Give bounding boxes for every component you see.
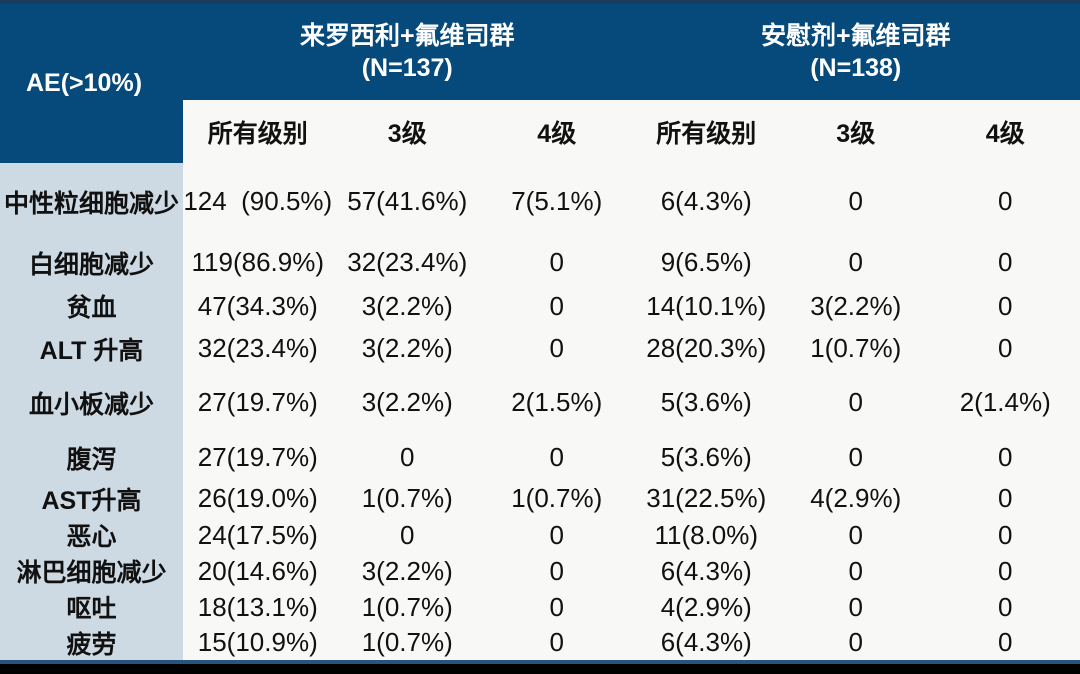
ae-value-cell: 0 — [549, 591, 564, 622]
ae-value-cell: 0 — [848, 555, 863, 586]
column-group-placebo-label: 安慰剂+氟维司群 — [760, 22, 951, 50]
column-header-grade3-1: 3级 — [332, 100, 482, 163]
bottom-divider-line — [0, 660, 1080, 664]
ae-value-cell: 2(1.5%) — [511, 387, 603, 417]
ae-value-cell: 7(5.1%) — [511, 186, 603, 216]
ae-value-cell: 6(4.3%) — [660, 186, 752, 216]
ae-value-cell: 0 — [848, 627, 863, 657]
ae-value-cell: 15(10.9%) — [197, 627, 318, 657]
ae-value-cell: 4(2.9%) — [660, 591, 752, 622]
ae-value-cell: 0 — [998, 442, 1013, 472]
ae-value-cell: 0 — [848, 519, 863, 550]
ae-value-cell: 32(23.4%) — [197, 333, 318, 363]
ae-value-cell: 1(0.7%) — [361, 483, 453, 513]
ae-value-cell: 20(14.6%) — [197, 555, 318, 586]
ae-value-cell: 3(2.2%) — [810, 290, 902, 321]
ae-value-cell: 0 — [998, 627, 1013, 657]
column-group-placebo-n: (N=138) — [810, 54, 902, 82]
ae-value-cell: 57(41.6%) — [347, 186, 468, 216]
ae-value-cell: 0 — [549, 627, 564, 657]
ae-value-cell: 1(0.7%) — [361, 591, 453, 622]
ae-value-cell: 26(19.0%) — [197, 483, 318, 513]
ae-value-cell: 0 — [549, 247, 564, 277]
ae-value-cell: 0 — [848, 186, 863, 216]
ae-value-cell: 6(4.3%) — [660, 627, 752, 657]
top-edge-strip — [0, 0, 1080, 4]
bottom-black-bar — [0, 664, 1080, 674]
ae-value-cell: 119(86.9%) — [191, 247, 325, 277]
ae-value-cell: 3(2.2%) — [361, 387, 453, 417]
column-group-treatment-n: (N=137) — [361, 54, 453, 82]
ae-value-cell: 0 — [549, 333, 564, 363]
ae-value-cell: 0 — [549, 519, 564, 550]
ae-row-label: 疲劳 — [0, 625, 183, 660]
ae-value-cell: 0 — [400, 442, 415, 472]
ae-value-cell: 11(8.0%) — [654, 519, 759, 550]
ae-value-cell: 9(6.5%) — [660, 247, 752, 277]
ae-value-cell: 124 (90.5%) — [183, 186, 333, 216]
ae-row-label: 淋巴细胞减少 — [0, 553, 183, 589]
ae-value-cell: 5(3.6%) — [660, 442, 752, 472]
ae-value-cell: 2(1.4%) — [959, 387, 1051, 417]
ae-row-label: 恶心 — [0, 517, 183, 553]
ae-value-cell: 0 — [549, 442, 564, 472]
column-group-treatment: 来罗西利+氟维司群 (N=137) — [183, 4, 632, 100]
ae-value-cell: 0 — [998, 591, 1013, 622]
column-header-all-grades-2: 所有级别 — [631, 100, 781, 163]
ae-value-cell: 0 — [998, 290, 1013, 321]
ae-value-cell: 1(0.7%) — [361, 627, 453, 657]
ae-value-cell: 0 — [998, 519, 1013, 550]
ae-row-label: 腹泻 — [0, 435, 183, 480]
ae-value-cell: 1(0.7%) — [810, 333, 902, 363]
ae-row-label: ALT 升高 — [0, 327, 183, 370]
ae-value-cell: 4(2.9%) — [810, 483, 902, 513]
ae-value-cell: 0 — [848, 591, 863, 622]
ae-row-label: 贫血 — [0, 285, 183, 327]
ae-value-cell: 32(23.4%) — [347, 247, 468, 277]
ae-value-cell: 0 — [549, 290, 564, 321]
ae-value-cell: 27(19.7%) — [197, 387, 318, 417]
ae-value-cell: 5(3.6%) — [660, 387, 752, 417]
column-header-all-grades-1: 所有级别 — [183, 100, 333, 163]
column-header-grade4-1: 4级 — [482, 100, 632, 163]
ae-value-cell: 0 — [848, 442, 863, 472]
ae-row-label: 血小板减少 — [0, 370, 183, 435]
ae-value-cell: 3(2.2%) — [361, 333, 453, 363]
ae-value-cell: 3(2.2%) — [361, 555, 453, 586]
ae-value-cell: 0 — [998, 483, 1013, 513]
ae-value-cell: 1(0.7%) — [511, 483, 603, 513]
ae-row-label: 呕吐 — [0, 589, 183, 625]
ae-value-cell: 24(17.5%) — [197, 519, 318, 550]
adverse-events-table: AE(>10%) 来罗西利+氟维司群 (N=137) 安慰剂+氟维司群 (N=1… — [0, 4, 1080, 660]
ae-value-cell: 0 — [848, 387, 863, 417]
ae-value-cell: 14(10.1%) — [646, 290, 767, 321]
ae-value-cell: 28(20.3%) — [646, 333, 767, 363]
ae-value-cell: 0 — [998, 186, 1013, 216]
corner-header-ae: AE(>10%) — [0, 4, 183, 163]
ae-value-cell: 27(19.7%) — [197, 442, 318, 472]
ae-row-label: AST升高 — [0, 480, 183, 517]
ae-value-cell: 3(2.2%) — [361, 290, 453, 321]
ae-value-cell: 0 — [998, 333, 1013, 363]
ae-value-cell: 0 — [998, 555, 1013, 586]
ae-row-label: 白细胞减少 — [0, 240, 183, 285]
ae-value-cell: 47(34.3%) — [197, 290, 318, 321]
ae-value-cell: 18(13.1%) — [197, 591, 318, 622]
column-group-treatment-label: 来罗西利+氟维司群 — [299, 22, 515, 50]
column-group-placebo: 安慰剂+氟维司群 (N=138) — [631, 4, 1080, 100]
ae-value-cell: 0 — [848, 247, 863, 277]
column-header-grade4-2: 4级 — [930, 100, 1080, 163]
ae-value-cell: 6(4.3%) — [660, 555, 752, 586]
column-header-grade3-2: 3级 — [781, 100, 931, 163]
ae-value-cell: 0 — [400, 519, 415, 550]
ae-row-label: 中性粒细胞减少 — [0, 163, 183, 240]
ae-value-cell: 0 — [549, 555, 564, 586]
ae-value-cell: 0 — [998, 247, 1013, 277]
ae-value-cell: 31(22.5%) — [646, 483, 767, 513]
